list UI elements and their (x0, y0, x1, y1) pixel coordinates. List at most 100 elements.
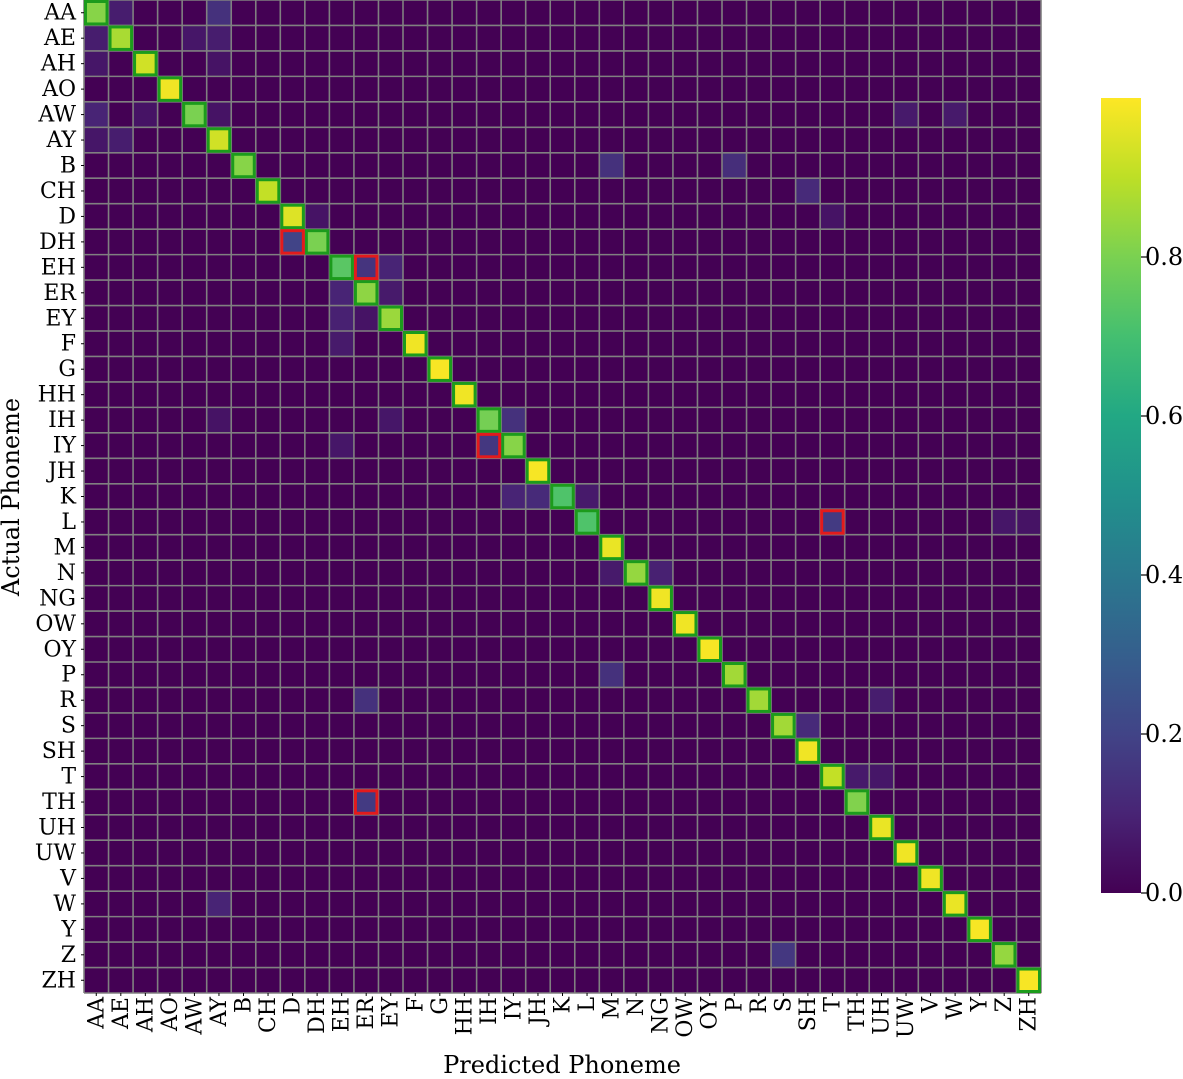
heatmap-cell (452, 0, 478, 26)
heatmap-cell (550, 534, 576, 561)
heatmap-cell (501, 229, 527, 256)
heatmap-cell (623, 280, 649, 307)
heatmap-cell (525, 483, 551, 510)
heatmap-cell (672, 560, 698, 587)
heatmap-cell (280, 891, 306, 918)
heatmap-cell (304, 738, 330, 765)
heatmap-cell (231, 432, 257, 459)
heatmap-cell (844, 611, 870, 638)
heatmap-cell (501, 280, 527, 307)
heatmap-cell (795, 101, 821, 128)
heatmap-cell (255, 942, 281, 969)
heatmap-cell (795, 509, 821, 536)
heatmap-cell (991, 611, 1017, 638)
heatmap-cell (550, 483, 576, 510)
heatmap-cell (942, 356, 968, 383)
heatmap-cell (231, 483, 257, 510)
heatmap-cell (378, 534, 404, 561)
heatmap-cell (231, 585, 257, 612)
heatmap-cell (304, 509, 330, 536)
heatmap-cell (206, 662, 232, 688)
heatmap-cell (304, 305, 330, 332)
heatmap-cell (329, 534, 355, 561)
heatmap-cell (182, 0, 208, 26)
heatmap-cell (574, 916, 600, 943)
heatmap-cell (893, 407, 919, 434)
heatmap-cell (991, 483, 1017, 510)
heatmap-cell (893, 0, 919, 26)
heatmap-cell (550, 916, 576, 943)
heatmap-cell (893, 178, 919, 205)
heatmap-cell (329, 560, 355, 587)
heatmap-cell (133, 789, 159, 816)
heatmap-cell (991, 738, 1017, 765)
heatmap-cell (991, 534, 1017, 561)
heatmap-cell (182, 814, 208, 841)
x-tick-label: F (403, 997, 428, 1012)
heatmap-cell (1016, 916, 1042, 943)
heatmap-cell (820, 76, 846, 103)
heatmap-cell (280, 865, 306, 892)
heatmap-cell (746, 178, 772, 205)
heatmap-cell (672, 585, 698, 612)
heatmap-cell (918, 738, 944, 765)
heatmap-cell (525, 814, 551, 841)
heatmap-cell (697, 101, 723, 128)
heatmap-cell (525, 942, 551, 969)
heatmap-cell (133, 381, 159, 408)
heatmap-cell (942, 916, 968, 943)
heatmap-cell (501, 483, 527, 510)
heatmap-cell (403, 50, 429, 77)
heatmap-cell (722, 0, 748, 26)
heatmap-cell (820, 636, 846, 663)
heatmap-cell (206, 916, 232, 943)
heatmap-cell (231, 305, 257, 332)
heatmap-cell (304, 458, 330, 485)
heatmap-cell (206, 840, 232, 867)
heatmap-cell (648, 229, 674, 256)
heatmap-cell (820, 840, 846, 867)
heatmap-cell (304, 611, 330, 638)
heatmap-cell (746, 458, 772, 485)
heatmap-cell (157, 687, 183, 714)
heatmap-cell (427, 254, 453, 281)
heatmap-cell (672, 611, 698, 638)
heatmap-cell (893, 127, 919, 154)
heatmap-cell (893, 152, 919, 179)
heatmap-cell (304, 432, 330, 459)
heatmap-cell (378, 254, 404, 281)
heatmap-cell (378, 305, 404, 332)
heatmap-cell (452, 254, 478, 281)
heatmap-cell (108, 687, 134, 714)
heatmap-cell (623, 0, 649, 26)
heatmap-cell (869, 891, 895, 918)
heatmap-cell (329, 840, 355, 867)
heatmap-cell (231, 381, 257, 408)
heatmap-cell (648, 942, 674, 969)
heatmap-cell (599, 662, 625, 688)
heatmap-cell (501, 152, 527, 179)
heatmap-cell (795, 814, 821, 841)
heatmap-cell (746, 381, 772, 408)
heatmap-cell (84, 509, 110, 536)
heatmap-cell (623, 865, 649, 892)
heatmap-cell (1016, 356, 1042, 383)
heatmap-cell (550, 840, 576, 867)
heatmap-cell (697, 458, 723, 485)
heatmap-cell (280, 458, 306, 485)
heatmap-cell (967, 381, 993, 408)
heatmap-cell (304, 712, 330, 739)
heatmap-cell (599, 916, 625, 943)
heatmap-cell (869, 483, 895, 510)
heatmap-cell (182, 76, 208, 103)
heatmap-cell (795, 738, 821, 765)
heatmap-cell (672, 101, 698, 128)
heatmap-cell (206, 0, 232, 26)
heatmap-cell (820, 662, 846, 688)
heatmap-cell (84, 152, 110, 179)
y-tick-label: W (53, 892, 76, 917)
heatmap-cell (280, 280, 306, 307)
heatmap-cell (771, 305, 797, 332)
heatmap-cell (672, 127, 698, 154)
heatmap-cell (378, 483, 404, 510)
